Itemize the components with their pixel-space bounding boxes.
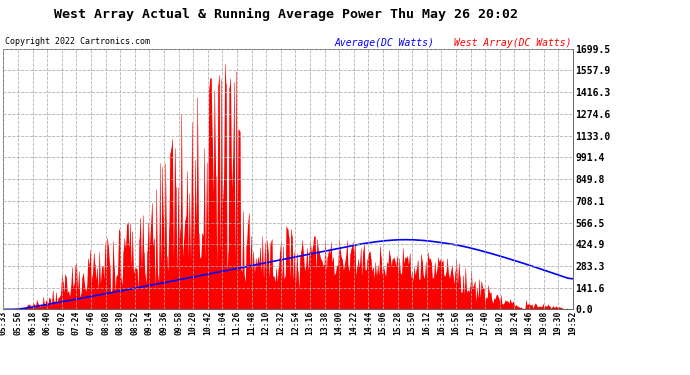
Text: West Array Actual & Running Average Power Thu May 26 20:02: West Array Actual & Running Average Powe… <box>55 8 518 21</box>
Text: West Array(DC Watts): West Array(DC Watts) <box>454 38 571 48</box>
Text: Copyright 2022 Cartronics.com: Copyright 2022 Cartronics.com <box>5 38 150 46</box>
Text: Average(DC Watts): Average(DC Watts) <box>335 38 435 48</box>
